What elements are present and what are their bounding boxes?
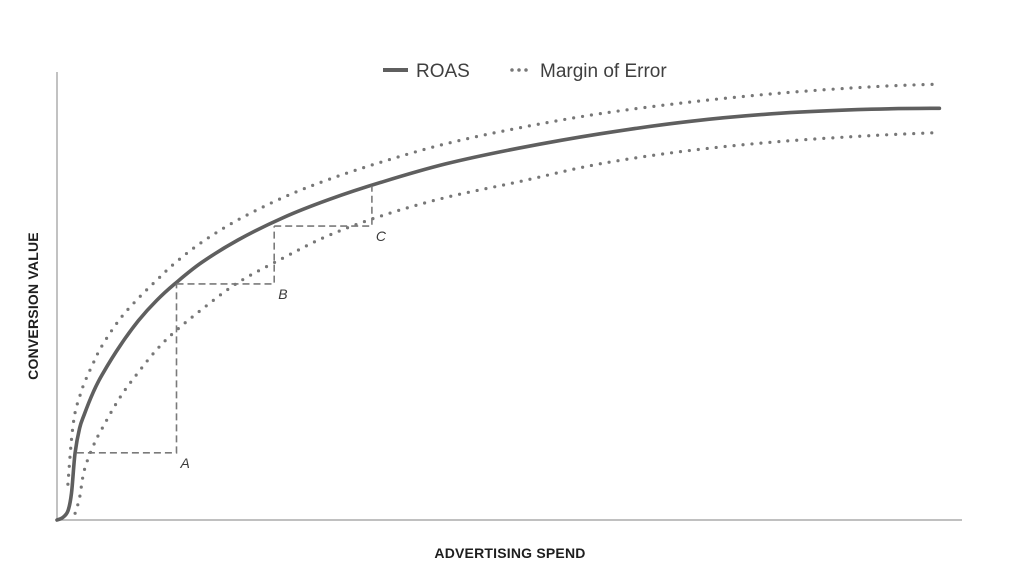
roas-line [55, 106, 942, 522]
legend-margin-label: Margin of Error [540, 61, 667, 82]
x-axis-title: ADVERTISING SPEND [434, 545, 585, 561]
step-a-guide [76, 283, 178, 454]
annotation-layer: A B C [76, 186, 387, 471]
series-layer [55, 82, 942, 522]
step-b-label: B [278, 286, 287, 302]
legend-roas-label: ROAS [416, 61, 470, 82]
step-c-guide [274, 186, 373, 227]
step-a-label: A [180, 455, 190, 471]
margin-lower-line [73, 130, 941, 515]
legend: ROAS Margin of Error [383, 61, 667, 82]
step-b-guide [176, 226, 275, 285]
step-c-label: C [376, 228, 387, 244]
y-axis-title: CONVERSION VALUE [25, 232, 41, 380]
